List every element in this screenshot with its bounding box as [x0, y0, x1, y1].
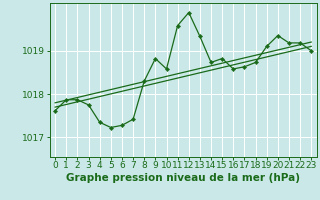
X-axis label: Graphe pression niveau de la mer (hPa): Graphe pression niveau de la mer (hPa): [66, 173, 300, 183]
